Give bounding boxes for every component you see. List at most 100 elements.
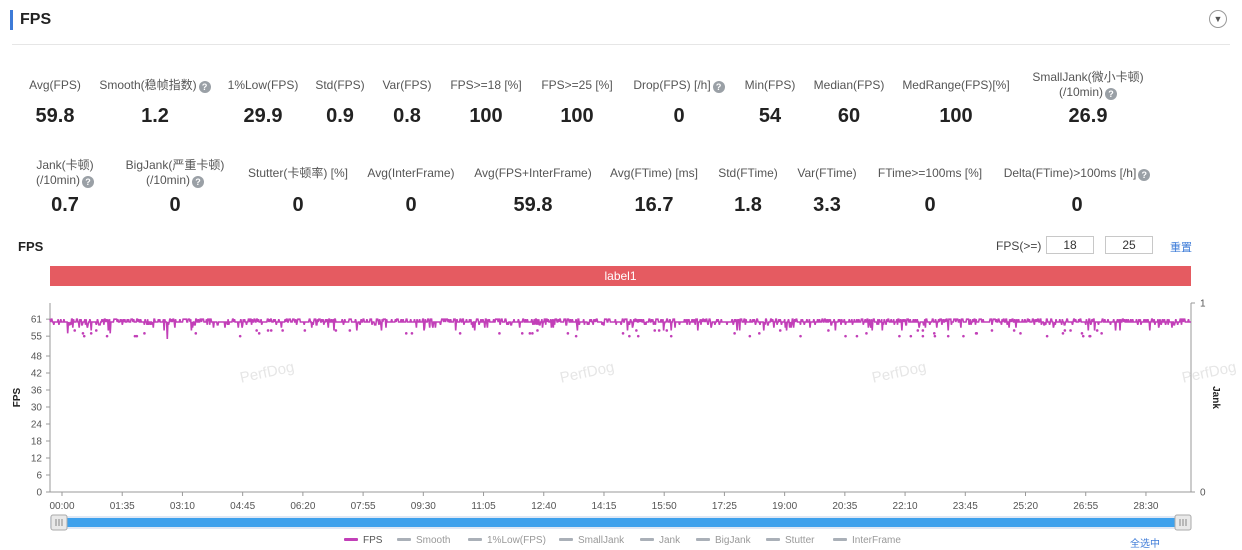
threshold-input-1[interactable] <box>1046 236 1094 254</box>
y2-axis-label: Jank <box>1210 386 1221 409</box>
fps-point <box>266 329 270 332</box>
legend-item-smooth[interactable]: Smooth <box>397 535 450 546</box>
legend-item-bigjank[interactable]: BigJank <box>696 535 751 546</box>
x-tick-label: 12:40 <box>531 501 556 512</box>
stat-value: 54 <box>758 105 782 127</box>
stat-label: MedRange(FPS)[%] <box>902 78 1010 92</box>
fps-point <box>844 334 847 338</box>
y-tick-label: 12 <box>31 453 43 464</box>
stat-stats_row1-6: FPS>=25 [%] 100 <box>497 78 657 127</box>
stat-label: Jank(卡顿) <box>36 158 94 172</box>
legend-item-jank[interactable]: Jank <box>640 535 680 546</box>
stat-stats_row2-5: Avg(FTime) [ms] 16.7 <box>574 166 734 216</box>
fps-point <box>799 334 802 338</box>
fps-point <box>855 334 859 338</box>
fps-point <box>257 332 261 335</box>
legend-label: BigJank <box>715 535 751 546</box>
help-icon[interactable]: ? <box>712 81 725 93</box>
fps-point <box>758 332 761 335</box>
fps-point <box>921 334 925 338</box>
collapse-toggle-icon[interactable]: ▼ <box>1209 10 1227 28</box>
legend-swatch <box>344 538 358 541</box>
legend-item-fps[interactable]: FPS <box>344 535 382 546</box>
stat-value: 0 <box>292 194 304 216</box>
stat-value: 0 <box>1071 194 1083 216</box>
stat-value: 16.7 <box>634 194 674 216</box>
fps-point <box>1019 332 1022 335</box>
fps-point <box>1081 334 1085 338</box>
legend-item-smalljank[interactable]: SmallJank <box>559 535 624 546</box>
fps-point <box>1095 329 1099 332</box>
stat-value: 1.8 <box>734 194 762 216</box>
reset-link[interactable]: 重置 <box>1170 242 1192 254</box>
fps-point <box>636 334 640 338</box>
stat-stats_row2-8: FTime>=100ms [%] 0 <box>850 166 1010 216</box>
fps-point <box>1012 329 1016 332</box>
select-all-link[interactable]: 全选中 <box>1130 539 1160 550</box>
stat-stats_row1-11: SmallJank(微小卡顿) (/10min)? 26.9 <box>1008 70 1168 127</box>
stat-value: 59.8 <box>35 105 75 127</box>
help-icon[interactable]: ? <box>1105 88 1117 100</box>
x-tick-label: 23:45 <box>953 501 978 512</box>
fps-point <box>933 334 937 338</box>
threshold-input-2[interactable] <box>1105 236 1153 254</box>
stat-value: 26.9 <box>1068 105 1108 127</box>
legend-swatch <box>397 538 411 541</box>
stat-value: 0 <box>673 105 685 127</box>
watermark: PerfDog <box>238 359 295 387</box>
chart-title: FPS <box>18 239 44 254</box>
fps-point <box>669 334 673 338</box>
x-tick-label: 07:55 <box>351 501 376 512</box>
help-icon[interactable]: ? <box>192 176 204 188</box>
stat-label: Var(FTime) <box>797 166 857 180</box>
legend-item-interframe[interactable]: InterFrame <box>833 535 901 546</box>
stat-value: 0.8 <box>393 105 421 127</box>
stat-stats_row1-7: Drop(FPS) [/h]? 0 <box>599 78 759 127</box>
fps-point <box>348 329 352 332</box>
fps-point <box>932 332 936 335</box>
fps-point <box>748 334 752 338</box>
y2-tick-label: 0 <box>1200 488 1206 499</box>
fps-point <box>665 329 669 332</box>
fps-point <box>73 329 77 332</box>
stat-label-unit: (/10min) <box>145 173 190 187</box>
stat-stats_row1-4: Var(FPS) 0.8 <box>327 78 487 127</box>
stat-value: 0.7 <box>51 194 79 216</box>
fps-point <box>528 332 532 335</box>
threshold-label: FPS(>=) <box>996 239 1042 253</box>
fps-chart: 0 6 12 18 24 30 36 42 48 55 61 0 1 FPS Jank 00:00 01:35 0… <box>12 299 1238 531</box>
legend-label: Jank <box>659 535 681 546</box>
x-tick-label: 28:30 <box>1133 501 1158 512</box>
fps-point <box>1061 332 1065 335</box>
stat-label: Stutter(卡顿率) [%] <box>247 166 348 180</box>
chart-legend: FPS Smooth 1%Low(FPS) SmallJank Jank BigJank S… <box>0 535 1242 549</box>
range-slider-selection[interactable] <box>56 518 1179 527</box>
fps-point <box>1063 329 1067 332</box>
fps-point <box>133 334 137 338</box>
x-tick-label: 11:05 <box>471 501 496 512</box>
stat-stats_row2-3: Avg(InterFrame) 0 <box>331 166 491 216</box>
label-bar[interactable]: label1 <box>50 266 1191 286</box>
help-icon[interactable]: ? <box>82 176 94 188</box>
stat-stats_row2-1: BigJank(严重卡顿) (/10min)? 0 <box>95 158 255 216</box>
legend-item-1-low-fps-[interactable]: 1%Low(FPS) <box>468 535 546 546</box>
fps-point <box>105 334 109 338</box>
help-icon[interactable]: ? <box>198 81 211 93</box>
stat-label: Var(FPS) <box>382 78 432 92</box>
legend-item-stutter[interactable]: Stutter <box>766 535 814 546</box>
stat-label: Delta(FTime)>100ms [/h] <box>1003 166 1137 180</box>
stat-label: Min(FPS) <box>744 78 796 92</box>
legend-label: FPS <box>363 535 383 546</box>
y-tick-label: 48 <box>31 351 43 362</box>
x-tick-label: 03:10 <box>170 501 195 512</box>
fps-point <box>458 332 462 335</box>
stat-value: 60 <box>837 105 861 127</box>
help-icon[interactable]: ? <box>1138 169 1151 181</box>
fps-point <box>921 329 925 332</box>
stat-stats_row2-6: Std(FTime) 1.8 <box>668 166 828 216</box>
stat-label: Avg(FTime) [ms] <box>609 166 698 180</box>
divider <box>12 44 1230 45</box>
x-tick-label: 26:55 <box>1073 501 1098 512</box>
stat-label-unit: (/10min) <box>35 173 80 187</box>
y-tick-label: 18 <box>31 436 43 447</box>
